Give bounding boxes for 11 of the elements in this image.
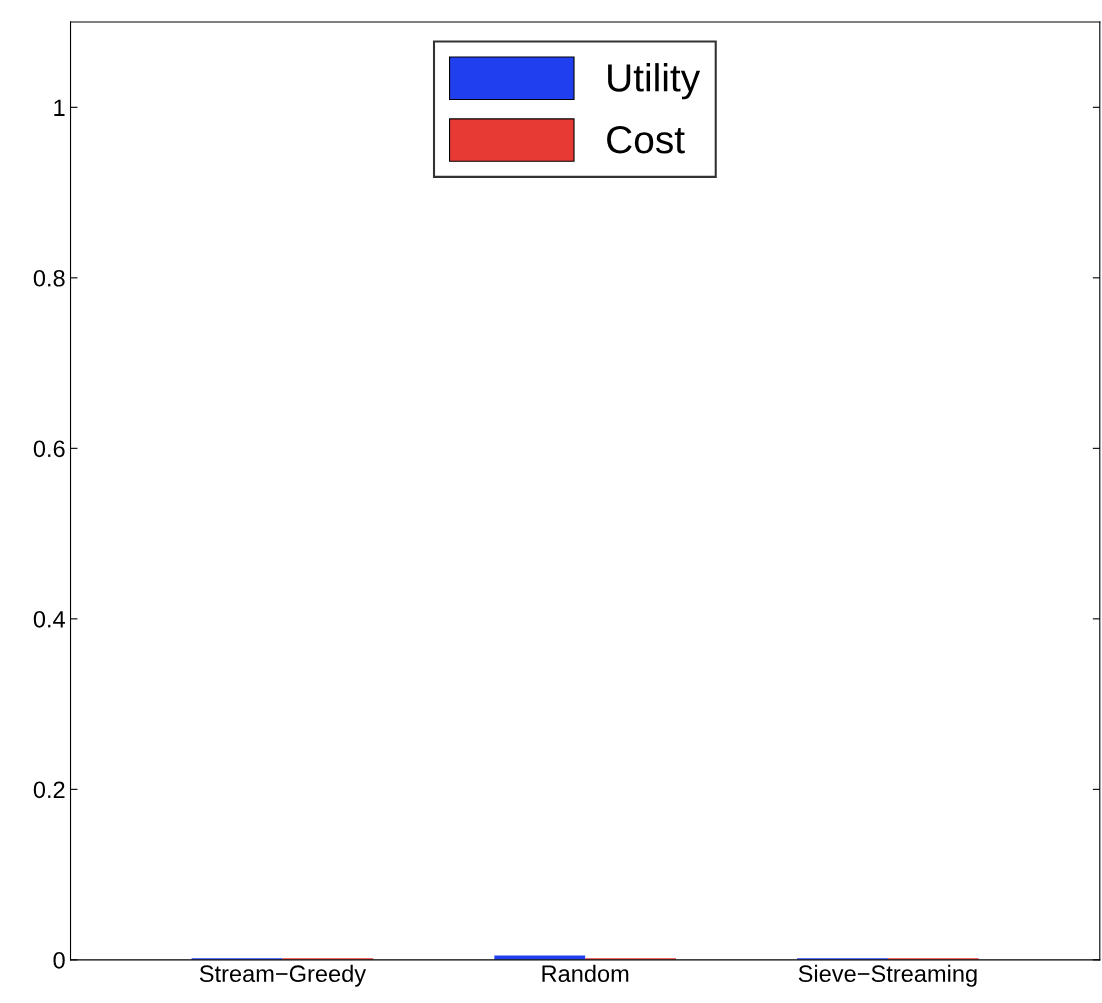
y-tick-label: 0.4 [33, 610, 65, 628]
y-tick-label: 1 [54, 99, 65, 116]
x-tick-label: Sieve−Streaming [798, 964, 977, 987]
legend-label: Cost [607, 125, 685, 154]
x-tick-label: Random [542, 964, 629, 983]
y-tick-label: 0.2 [33, 781, 65, 799]
legend-label: Utility [608, 63, 701, 100]
y-tick-label: 0.6 [33, 440, 65, 458]
x-tick-label: Stream−Greedy [199, 964, 367, 987]
y-tick-label: 0 [53, 951, 65, 969]
y-tick-label: 0.8 [33, 269, 65, 287]
